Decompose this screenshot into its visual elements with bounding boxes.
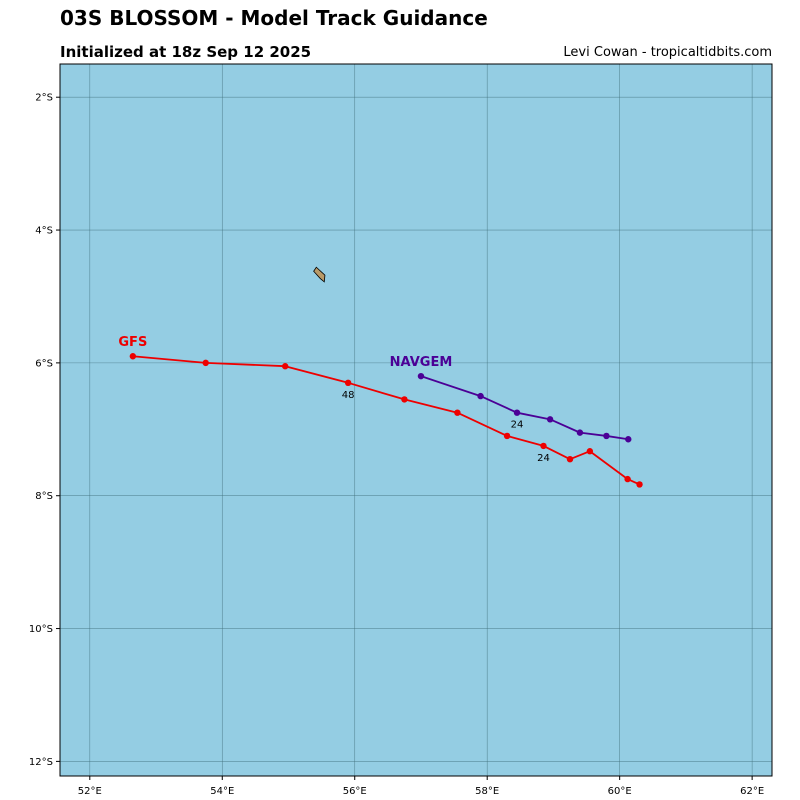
lat-tick-label: 12°S bbox=[29, 757, 53, 768]
navgem-track-point bbox=[513, 409, 521, 416]
axis-ticks: 52°E 54°E 56°E 58°E 60°E 62°E 2°S 4°S 6°S 8°S 10°S… bbox=[29, 93, 764, 797]
grid-lines bbox=[60, 64, 772, 776]
navgem-lead-time-label: 24 bbox=[511, 420, 524, 431]
navgem-track-point bbox=[603, 432, 610, 440]
chart-subtitle: Initialized at 18z Sep 12 2025 bbox=[60, 43, 312, 61]
gfs-track-point bbox=[586, 448, 594, 455]
lat-tick-label: 2°S bbox=[35, 93, 53, 104]
gfs-track-point bbox=[202, 359, 209, 367]
land-layer bbox=[313, 266, 326, 283]
gfs-track-point bbox=[129, 353, 137, 360]
gfs-track-point bbox=[454, 409, 461, 416]
gfs-track-point bbox=[624, 475, 631, 483]
chart-title: 03S BLOSSOM - Model Track Guidance bbox=[60, 6, 488, 30]
gfs-track-point bbox=[566, 455, 574, 463]
gfs-track-point bbox=[401, 396, 408, 403]
lon-tick-label: 52°E bbox=[78, 786, 102, 797]
map-frame bbox=[59, 63, 773, 777]
gfs-model-label: GFS bbox=[118, 335, 147, 350]
lon-tick-label: 58°E bbox=[475, 786, 499, 797]
navgem-track-point bbox=[625, 436, 632, 443]
navgem-track-point bbox=[417, 372, 425, 380]
track-layer: GFS 24 48 NAVGEM 24 bbox=[118, 335, 643, 488]
gfs-track-line bbox=[132, 355, 640, 486]
navgem-track-point bbox=[477, 392, 484, 400]
gfs-track-point bbox=[281, 363, 289, 370]
gfs-lead-time-label: 48 bbox=[342, 390, 355, 401]
lon-tick-label: 56°E bbox=[343, 786, 367, 797]
lon-tick-label: 62°E bbox=[740, 786, 764, 797]
navgem-track-point bbox=[546, 416, 554, 423]
gfs-track-point bbox=[344, 379, 352, 387]
lat-tick-label: 4°S bbox=[35, 226, 53, 237]
lat-tick-label: 8°S bbox=[35, 491, 53, 502]
lon-tick-label: 60°E bbox=[608, 786, 632, 797]
gfs-track-point bbox=[540, 442, 547, 450]
navgem-model-label: NAVGEM bbox=[390, 355, 453, 370]
lon-tick-label: 54°E bbox=[210, 786, 234, 797]
island-landmass bbox=[313, 266, 326, 283]
ocean-background bbox=[60, 64, 772, 776]
gfs-track-point bbox=[503, 432, 511, 440]
credit-text: Levi Cowan - tropicaltidbits.com bbox=[563, 45, 772, 60]
lat-tick-label: 10°S bbox=[29, 624, 53, 635]
gfs-lead-time-label: 24 bbox=[537, 453, 550, 464]
lat-tick-label: 6°S bbox=[35, 358, 53, 369]
navgem-track-point bbox=[576, 429, 584, 436]
gfs-track-point bbox=[636, 481, 643, 488]
